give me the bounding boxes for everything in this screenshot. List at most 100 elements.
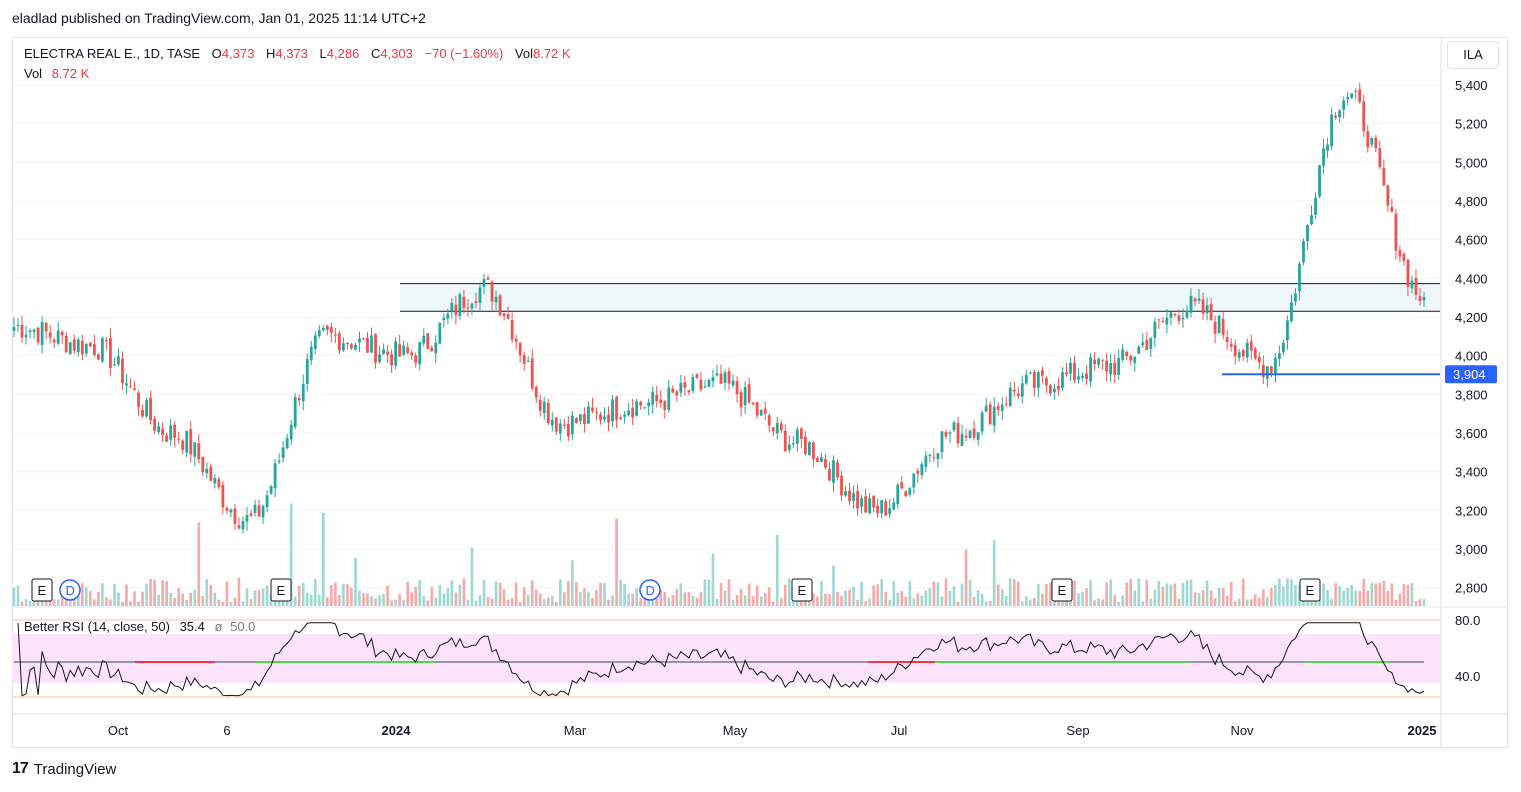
candle-body <box>1077 376 1080 380</box>
volume-bar <box>735 595 739 606</box>
volume-bar <box>101 583 104 606</box>
volume-bar <box>575 582 578 606</box>
volume-bar <box>293 596 297 606</box>
volume-bar <box>603 582 606 606</box>
time-tick-label: 2025 <box>1408 723 1437 738</box>
candle-body <box>1302 241 1305 263</box>
volume-bar <box>346 584 349 606</box>
volume-bar <box>627 593 630 606</box>
candle-body <box>1330 114 1334 147</box>
volume-bar <box>322 512 325 606</box>
volume-bar <box>796 599 799 606</box>
candle-body <box>1165 317 1169 325</box>
candle-body <box>579 414 582 422</box>
price-tick-label: 2,800 <box>1455 581 1488 596</box>
footer-brand[interactable]: 17 TradingView <box>12 760 116 778</box>
volume-bar <box>181 593 185 606</box>
candle-body <box>707 380 711 387</box>
candle-body <box>1065 372 1068 375</box>
candle-body <box>1257 356 1261 363</box>
candle-body <box>1008 387 1012 407</box>
volume-bar <box>952 586 956 606</box>
candle-body <box>1314 197 1317 215</box>
volume-bar <box>1346 588 1349 606</box>
volume-bar <box>940 596 944 606</box>
price-tick-label: 3,200 <box>1455 503 1488 518</box>
candle-body <box>48 332 52 338</box>
candle-body <box>1386 185 1390 206</box>
candle-body <box>117 356 120 365</box>
volume-bar <box>1378 582 1382 606</box>
volume-bar <box>1012 579 1016 606</box>
candle-body <box>795 429 799 444</box>
volume-bar <box>169 592 172 606</box>
candle-body <box>305 359 309 384</box>
volume-bar <box>522 587 526 606</box>
volume-bar <box>354 557 357 606</box>
volume-bar <box>571 560 574 606</box>
volume-bar <box>759 596 763 606</box>
candle-body <box>928 455 932 457</box>
volume-bar <box>1133 590 1137 606</box>
chart-frame <box>12 37 1508 748</box>
volume-bar <box>52 599 56 606</box>
candle-body <box>787 444 791 451</box>
volume-bar <box>398 594 401 606</box>
currency-button[interactable]: ILA <box>1447 41 1499 69</box>
volume-bar <box>257 590 261 606</box>
volume-bar <box>1025 596 1028 606</box>
candle-body <box>526 360 530 362</box>
price-tick-label: 4,200 <box>1455 310 1488 325</box>
candle-body <box>799 428 803 439</box>
volume-bar <box>1209 590 1213 606</box>
volume-bar <box>832 565 835 606</box>
candle-body <box>856 491 859 509</box>
candle-body <box>550 419 554 426</box>
candle-body <box>892 502 896 510</box>
close-value: 4,303 <box>380 46 413 61</box>
candle-body <box>558 423 562 434</box>
symbol-label[interactable]: ELECTRA REAL E., 1D, TASE <box>24 46 201 61</box>
candle-body <box>289 424 293 440</box>
candle-body <box>671 388 675 393</box>
candle-body <box>1012 389 1016 392</box>
candle-body <box>651 391 655 405</box>
candle-body <box>1382 168 1386 186</box>
candle-body <box>1354 91 1358 93</box>
candle-body <box>40 322 44 345</box>
candle-body <box>169 425 173 440</box>
candle-body <box>667 387 671 410</box>
volume-bar <box>466 599 470 606</box>
candle-body <box>807 442 811 456</box>
candle-body <box>530 358 534 389</box>
volume-bar <box>1370 582 1374 606</box>
candle-body <box>739 392 743 408</box>
candle-body <box>470 303 474 309</box>
volume-bar <box>462 578 466 606</box>
volume-bar <box>265 585 269 606</box>
volume-bar <box>615 518 618 606</box>
volume-bar <box>663 591 667 606</box>
candle-body <box>920 464 924 476</box>
candle-body <box>76 339 80 353</box>
candle-body <box>852 492 855 501</box>
volume-bar <box>113 583 116 606</box>
earnings-marker-label: E <box>38 583 47 598</box>
candle-body <box>695 374 699 378</box>
candle-body <box>832 460 835 483</box>
volume-bar <box>1033 597 1036 606</box>
candle-body <box>52 339 56 343</box>
candle-body <box>767 415 771 426</box>
rsi-name[interactable]: Better RSI (14, close, 50) <box>24 619 170 634</box>
candle-body <box>1109 363 1113 375</box>
volume-bar <box>904 596 908 606</box>
volume-bar <box>334 582 337 606</box>
candle-body <box>406 347 410 354</box>
candle-body <box>675 391 679 396</box>
candle-body <box>840 475 843 496</box>
volume-bar <box>1290 579 1293 606</box>
candle-body <box>358 338 361 343</box>
volume-bar <box>80 583 84 606</box>
candle-body <box>430 347 434 352</box>
